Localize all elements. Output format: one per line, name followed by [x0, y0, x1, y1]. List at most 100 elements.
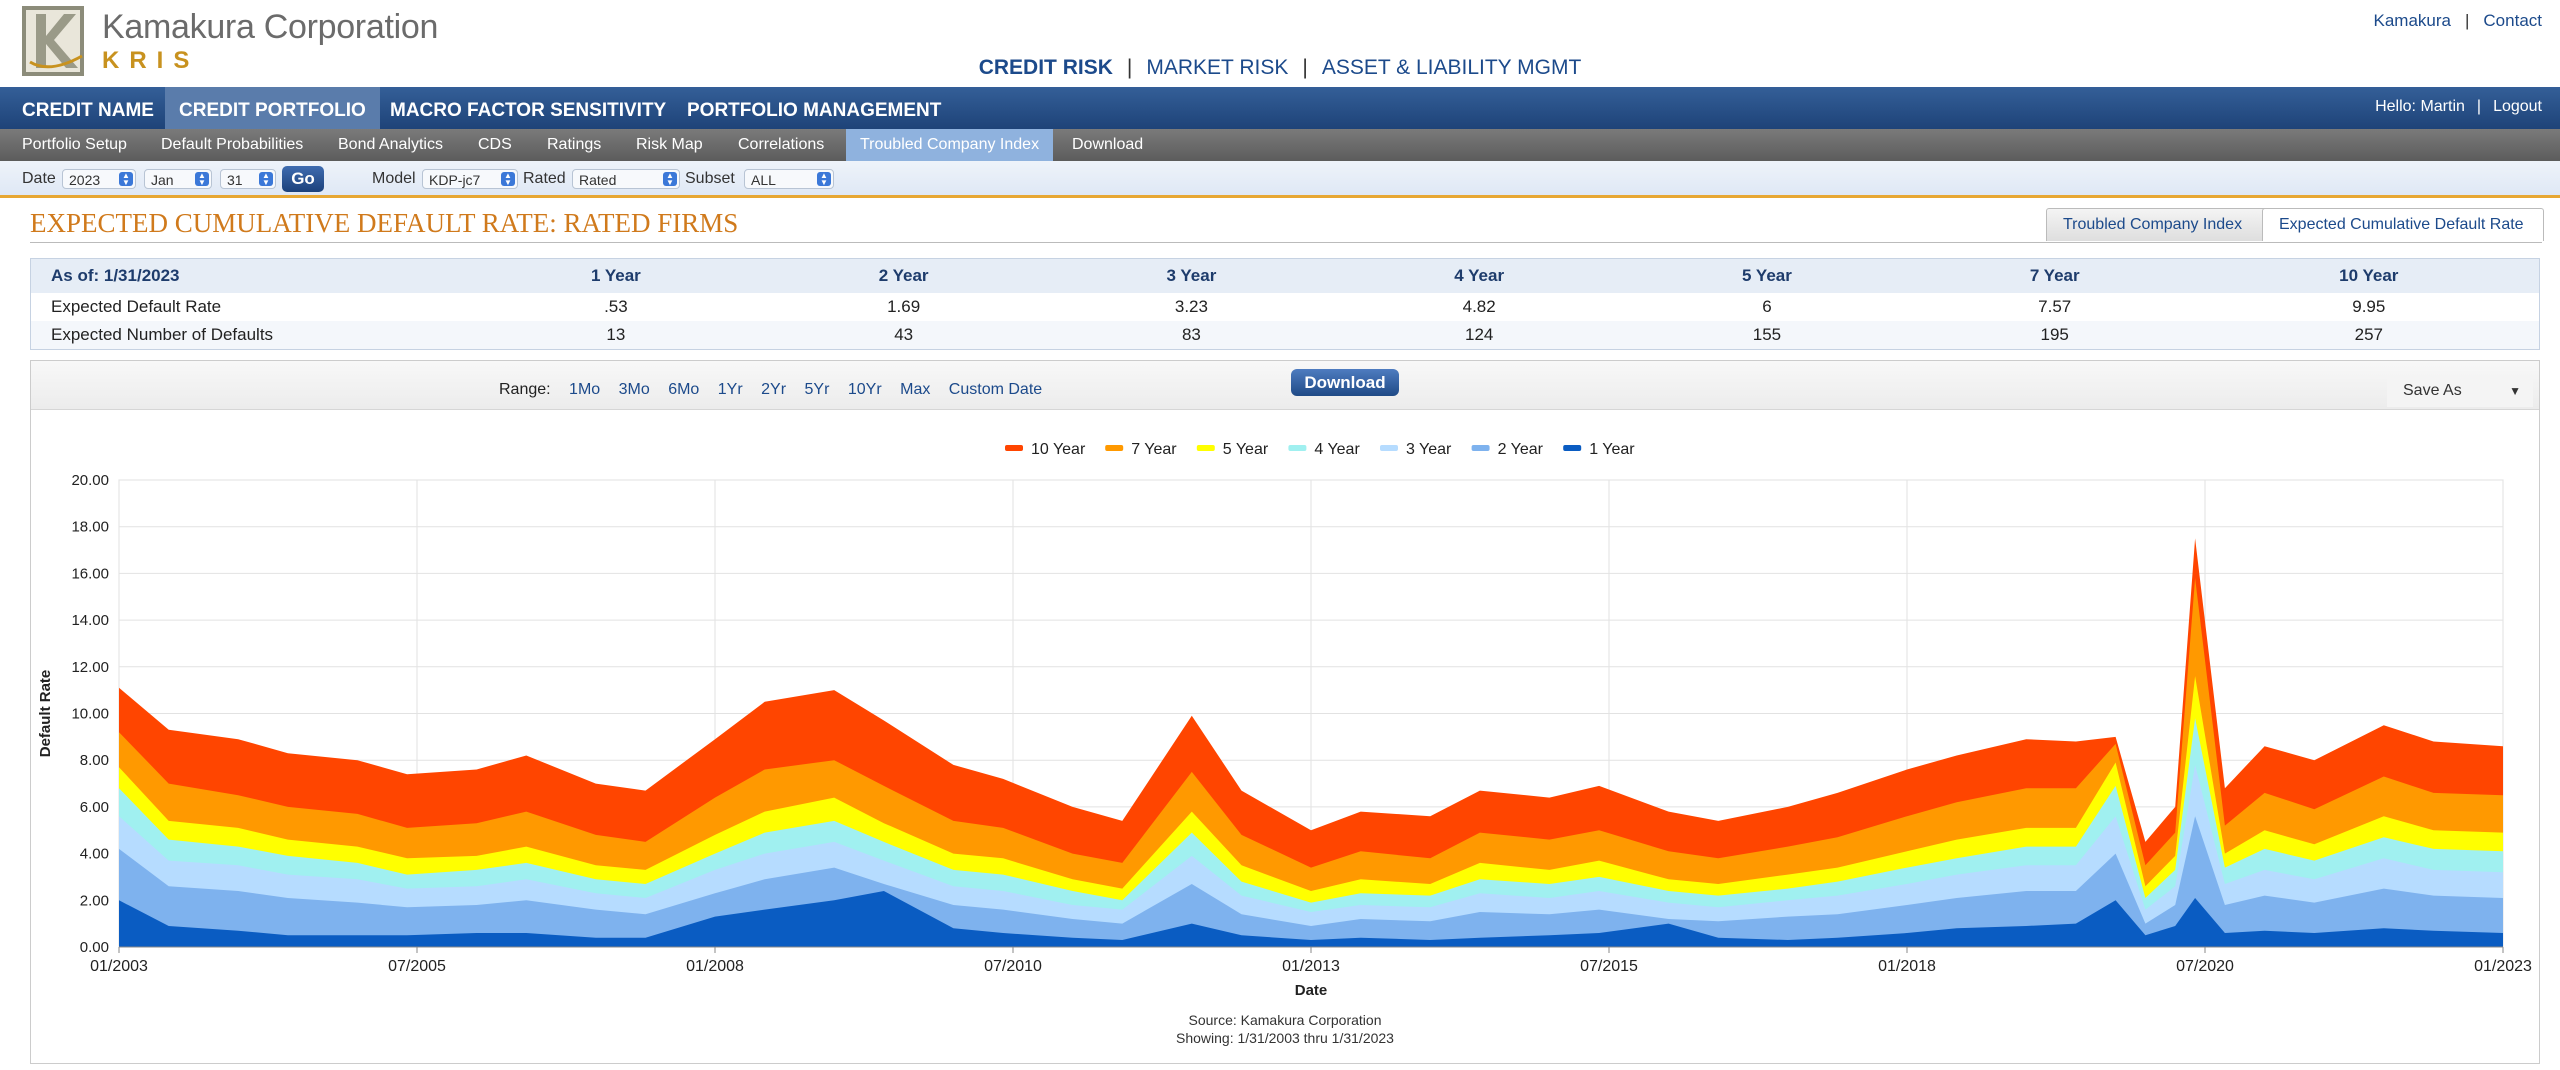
download-button[interactable]: Download: [1291, 369, 1399, 396]
rated-select[interactable]: Rated ▲ ▼: [572, 169, 680, 189]
select-arrows-icon: ▲ ▼: [119, 172, 133, 187]
contact-link[interactable]: Contact: [2483, 11, 2542, 30]
row-label: Expected Default Rate: [51, 297, 222, 316]
subnav-risk-map[interactable]: Risk Map: [636, 136, 703, 153]
tab-troubled-company-index[interactable]: Troubled Company Index: [2046, 208, 2274, 241]
subnav-download[interactable]: Download: [1072, 136, 1144, 153]
controls-bar: Date 2023 ▲ ▼ Jan ▲ ▼ 31 ▲ ▼ Go Model KDP-jc7 ▲…: [0, 161, 2560, 198]
save-as-label: Save As: [2403, 382, 2462, 399]
range-custom-date[interactable]: Custom Date: [948, 381, 1043, 398]
x-tick-label: 01/2023: [2474, 958, 2532, 975]
range-max[interactable]: Max: [900, 381, 931, 398]
header: Kamakura Corporation KRIS Kamakura | Conta…: [0, 0, 2560, 86]
range-10yr[interactable]: 10Yr: [847, 381, 882, 398]
range-5yr[interactable]: 5Yr: [804, 381, 830, 398]
nav-credit-portfolio[interactable]: CREDIT PORTFOLIO: [165, 87, 380, 129]
credit-risk-link[interactable]: CREDIT RISK: [978, 56, 1113, 79]
nav-macro-factor-sensitivity[interactable]: MACRO FACTOR SENSITIVITY: [390, 100, 667, 121]
subnav-portfolio-setup[interactable]: Portfolio Setup: [22, 136, 127, 153]
select-arrows-icon: ▲ ▼: [195, 172, 209, 187]
month-select[interactable]: Jan ▲ ▼: [144, 169, 212, 189]
y-tick-label: 10.00: [71, 706, 109, 723]
view-tabs: Troubled Company Index Expected Cumulati…: [2046, 208, 2544, 242]
y-tick-label: 14.00: [71, 612, 109, 629]
table-cell: 257: [2198, 321, 2539, 349]
save-as-dropdown[interactable]: Save As ▼: [2387, 375, 2533, 407]
column-header: 7 Year: [1910, 259, 2199, 293]
x-axis-title: Date: [1295, 982, 1328, 999]
subnav-troubled-company-index[interactable]: Troubled Company Index: [846, 129, 1054, 161]
kamakura-link[interactable]: Kamakura: [2373, 11, 2451, 30]
year-select[interactable]: 2023 ▲ ▼: [62, 169, 136, 189]
subnav-default-probabilities[interactable]: Default Probabilities: [161, 136, 304, 153]
day-select[interactable]: 31 ▲ ▼: [220, 169, 276, 189]
rated-label: Rated: [523, 170, 566, 187]
legend-swatch: [1105, 445, 1124, 451]
caret-down-icon: ▼: [2509, 384, 2521, 398]
range-1yr[interactable]: 1Yr: [717, 381, 743, 398]
x-tick-label: 07/2010: [984, 958, 1042, 975]
chart-footer: Source: Kamakura Corporation Showing: 1/…: [31, 1011, 2539, 1047]
column-header: 3 Year: [1047, 259, 1336, 293]
subnav-bond-analytics[interactable]: Bond Analytics: [338, 136, 443, 153]
user-greeting-area: Hello: Martin | Logout: [2375, 98, 2542, 115]
table-cell: 3.23: [1174, 297, 1208, 316]
page-title: EXPECTED CUMULATIVE DEFAULT RATE: RATED …: [30, 208, 739, 238]
x-tick-label: 01/2018: [1878, 958, 1936, 975]
legend-entry: 2 Year: [1498, 441, 1544, 458]
subnav-correlations[interactable]: Correlations: [738, 136, 825, 153]
subset-label: Subset: [685, 170, 735, 187]
legend-swatch: [1563, 445, 1582, 451]
table-row: Expected Default Rate .53 1.69 3.23 4.82…: [31, 293, 2539, 321]
month-value: Jan: [151, 172, 174, 188]
select-arrows-icon: ▲ ▼: [259, 172, 273, 187]
legend-swatch: [1288, 445, 1307, 451]
top-links: Kamakura | Contact: [2373, 11, 2543, 30]
nav-credit-name[interactable]: CREDIT NAME: [22, 100, 154, 121]
range-6mo[interactable]: 6Mo: [668, 381, 700, 398]
alm-link[interactable]: ASSET & LIABILITY MGMT: [1321, 56, 1582, 79]
range-3mo[interactable]: 3Mo: [618, 381, 650, 398]
range-1mo[interactable]: 1Mo: [569, 381, 601, 398]
series-area-1-year: [119, 891, 2503, 947]
table-row: Expected Number of Defaults 13 43 83 124…: [31, 321, 2539, 349]
column-header: 1 Year: [472, 259, 760, 293]
nav-portfolio-management[interactable]: PORTFOLIO MANAGEMENT: [687, 100, 942, 121]
tab-expected-cumulative-default-rate[interactable]: Expected Cumulative Default Rate: [2262, 208, 2544, 241]
logout-link[interactable]: Logout: [2493, 98, 2542, 115]
subnav-ratings[interactable]: Ratings: [547, 136, 602, 153]
chart-source: Source: Kamakura Corporation: [1188, 1012, 1382, 1028]
market-risk-link[interactable]: MARKET RISK: [1146, 56, 1289, 79]
table-cell: 13: [472, 321, 760, 349]
kamakura-logo[interactable]: Kamakura Corporation KRIS: [20, 4, 438, 78]
chart-panel: Range: 1Mo 3Mo 6Mo 1Yr 2Yr 5Yr 10Yr Max …: [30, 360, 2540, 1064]
year-value: 2023: [69, 172, 101, 188]
model-value: KDP-jc7: [429, 172, 481, 188]
x-tick-label: 07/2005: [388, 958, 446, 975]
range-selector: Range: 1Mo 3Mo 6Mo 1Yr 2Yr 5Yr 10Yr Max …: [499, 381, 1042, 399]
y-tick-label: 4.00: [80, 846, 109, 863]
brand-subtitle: KRIS: [102, 47, 200, 74]
as-of-header: As of: 1/31/2023: [31, 259, 472, 293]
select-arrows-icon: ▲ ▼: [501, 172, 515, 187]
x-tick-label: 01/2008: [686, 958, 744, 975]
chart-showing-range: Showing: 1/31/2003 thru 1/31/2023: [1176, 1030, 1394, 1046]
sub-nav: Portfolio Setup Default Probabilities Bo…: [0, 129, 2560, 161]
column-header: 10 Year: [2198, 259, 2539, 293]
day-value: 31: [227, 172, 243, 188]
row-label: Expected Number of Defaults: [31, 321, 472, 349]
subnav-cds[interactable]: CDS: [478, 136, 512, 153]
range-2yr[interactable]: 2Yr: [761, 381, 787, 398]
y-tick-label: 8.00: [80, 752, 109, 769]
kamakura-k-logo-icon: [22, 6, 84, 76]
table-cell: 124: [1335, 321, 1624, 349]
go-button[interactable]: Go: [282, 166, 324, 192]
model-select[interactable]: KDP-jc7 ▲ ▼: [422, 169, 518, 189]
subset-select[interactable]: ALL ▲ ▼: [744, 169, 834, 189]
table-cell: 1.69: [887, 297, 921, 316]
chart-toolbar: Range: 1Mo 3Mo 6Mo 1Yr 2Yr 5Yr 10Yr Max …: [31, 361, 2539, 410]
table-cell: 9.95: [2352, 297, 2386, 316]
legend-swatch: [1380, 445, 1398, 451]
title-divider: [30, 242, 2542, 243]
table-cell: 195: [1910, 321, 2199, 349]
